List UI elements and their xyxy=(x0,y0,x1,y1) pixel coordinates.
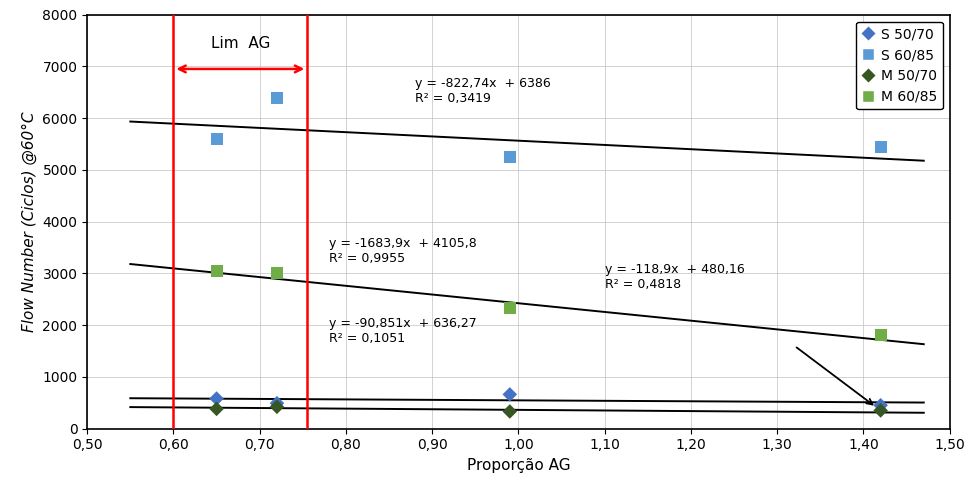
Point xyxy=(209,394,225,402)
Point xyxy=(502,304,517,312)
Point xyxy=(209,135,225,143)
Point xyxy=(873,143,889,150)
Point xyxy=(873,332,889,339)
Text: y = -118,9x  + 480,16
R² = 0,4818: y = -118,9x + 480,16 R² = 0,4818 xyxy=(605,263,744,291)
Point xyxy=(269,399,285,407)
Y-axis label: Flow Number (Ciclos) @60°C: Flow Number (Ciclos) @60°C xyxy=(21,112,37,332)
X-axis label: Proporção AG: Proporção AG xyxy=(467,458,570,473)
Point xyxy=(209,267,225,275)
Text: Lim  AG: Lim AG xyxy=(211,36,270,51)
Point xyxy=(873,407,889,414)
Text: y = -822,74x  + 6386
R² = 0,3419: y = -822,74x + 6386 R² = 0,3419 xyxy=(415,77,550,105)
Point xyxy=(269,94,285,102)
Text: y = -1683,9x  + 4105,8
R² = 0,9955: y = -1683,9x + 4105,8 R² = 0,9955 xyxy=(328,237,477,265)
Point xyxy=(269,269,285,277)
Text: y = -90,851x  + 636,27
R² = 0,1051: y = -90,851x + 636,27 R² = 0,1051 xyxy=(328,318,477,345)
Point xyxy=(873,401,889,409)
Point xyxy=(502,408,517,415)
Point xyxy=(269,403,285,411)
Point xyxy=(502,153,517,161)
Point xyxy=(502,391,517,398)
Point xyxy=(209,405,225,413)
Legend: S 50/70, S 60/85, M 50/70, M 60/85: S 50/70, S 60/85, M 50/70, M 60/85 xyxy=(856,21,943,110)
